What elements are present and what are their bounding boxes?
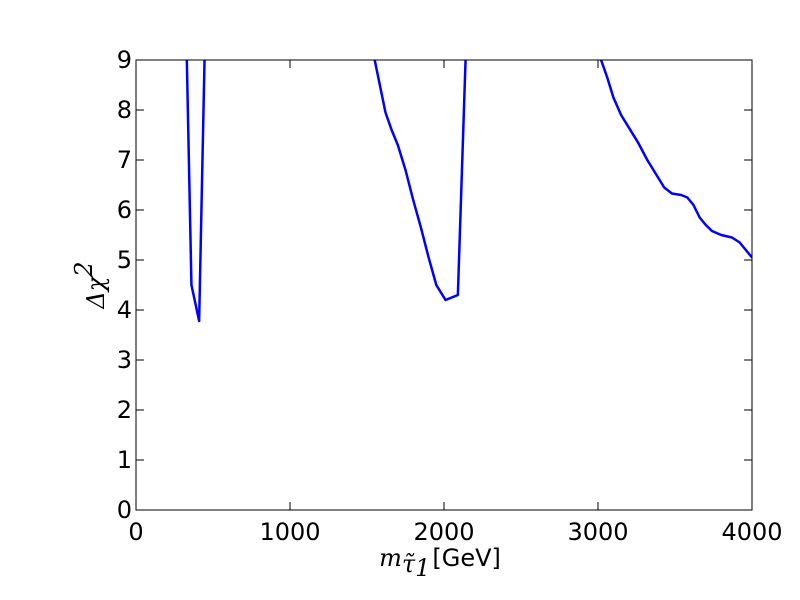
x-axis-unit: [GeV] bbox=[432, 544, 501, 572]
x-tick-label: 0 bbox=[128, 518, 143, 546]
series-layer bbox=[185, 60, 752, 323]
y-tick-label: 0 bbox=[117, 496, 132, 524]
x-axis-subsubscript: 1 bbox=[415, 554, 430, 582]
y-axis-superscript: 2 bbox=[70, 261, 98, 277]
x-tick-label: 3000 bbox=[567, 518, 628, 546]
series-line-1 bbox=[185, 60, 206, 323]
y-axis-prefix: Δχ bbox=[82, 275, 110, 309]
y-tick-label: 2 bbox=[117, 396, 132, 424]
y-tick-label: 9 bbox=[117, 46, 132, 74]
y-tick-label: 1 bbox=[117, 446, 132, 474]
x-axis-label: mτ̃1[GeV] bbox=[379, 544, 501, 582]
labels-layer: 0 1000 2000 3000 4000 0 1 2 3 4 5 6 7 8 9 bbox=[117, 46, 783, 546]
y-tick-label: 3 bbox=[117, 346, 132, 374]
x-tick-label: 4000 bbox=[721, 518, 782, 546]
y-tick-label: 7 bbox=[117, 146, 132, 174]
series-line-3 bbox=[599, 60, 752, 259]
y-tick-label: 8 bbox=[117, 96, 132, 124]
y-tick-label: 5 bbox=[117, 246, 132, 274]
y-tick-label: 4 bbox=[117, 296, 132, 324]
ticks-layer bbox=[135, 59, 753, 511]
y-axis-label: Δχ2 bbox=[70, 261, 110, 309]
series-line-2 bbox=[373, 60, 467, 302]
x-tick-label: 1000 bbox=[259, 518, 320, 546]
x-axis-subscript: τ̃ bbox=[402, 550, 416, 578]
x-tick-label: 2000 bbox=[413, 518, 474, 546]
x-axis-symbol: m bbox=[379, 544, 402, 572]
y-tick-label: 6 bbox=[117, 196, 132, 224]
